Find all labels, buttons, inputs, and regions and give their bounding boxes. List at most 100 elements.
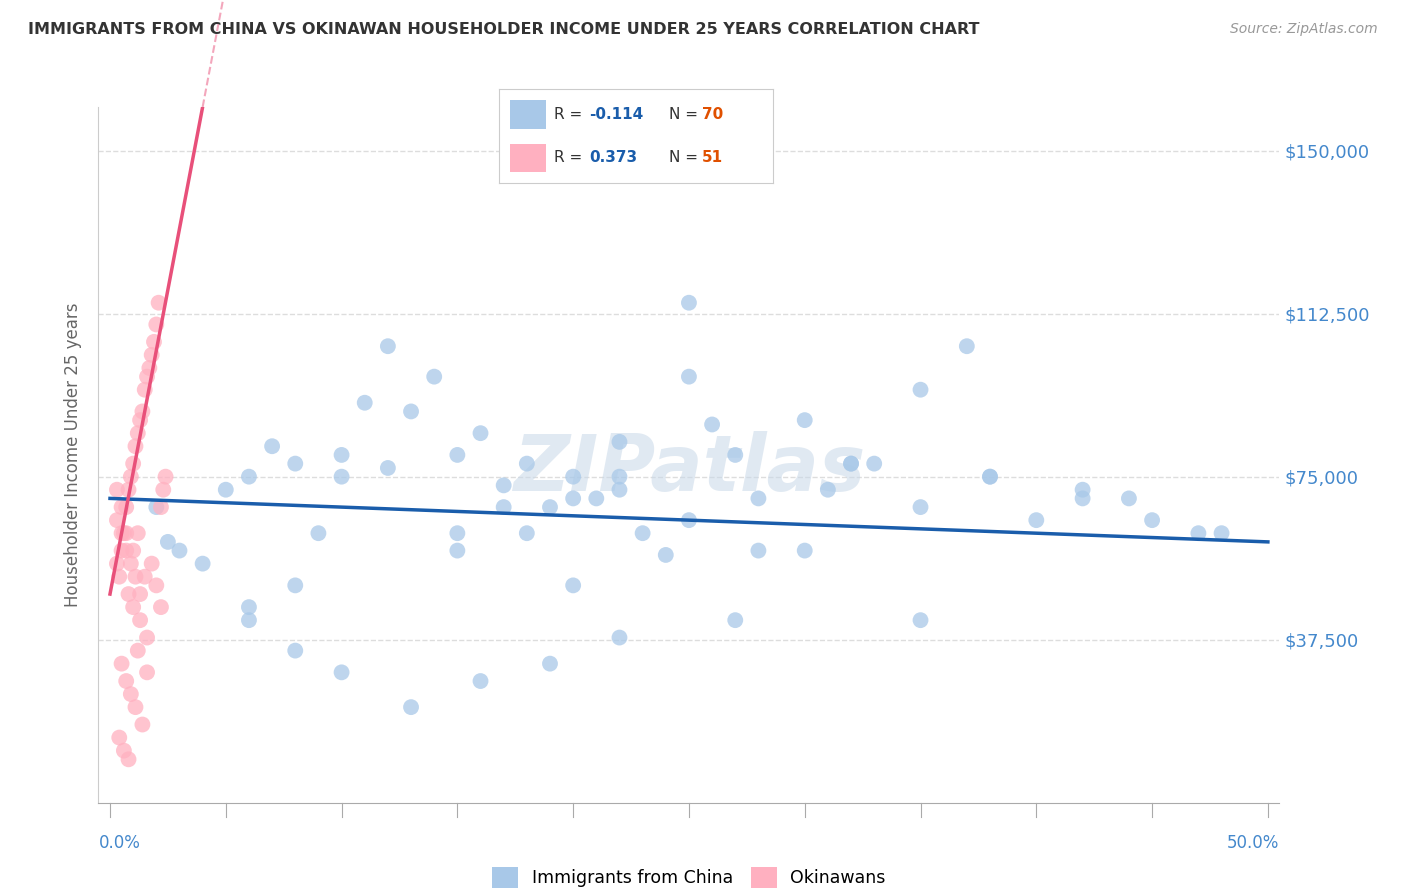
Point: [124, 700, 146, 714]
Point: [700, 417, 723, 432]
Point: [538, 657, 561, 671]
Point: [678, 369, 700, 384]
Point: [330, 469, 353, 483]
Point: [115, 674, 138, 689]
Point: [330, 448, 353, 462]
Text: 50.0%: 50.0%: [1227, 834, 1279, 852]
Point: [284, 457, 307, 471]
Point: [446, 448, 468, 462]
Point: [747, 543, 769, 558]
Text: R =: R =: [554, 107, 588, 122]
Point: [112, 526, 135, 541]
Point: [136, 665, 159, 680]
Point: [399, 404, 422, 418]
Point: [117, 587, 139, 601]
Point: [124, 570, 146, 584]
Point: [979, 469, 1001, 483]
Text: 51: 51: [702, 150, 723, 165]
Point: [148, 295, 170, 310]
Point: [127, 526, 149, 541]
Point: [399, 700, 422, 714]
Point: [127, 643, 149, 657]
Point: [120, 557, 142, 571]
Point: [724, 448, 747, 462]
Point: [120, 469, 142, 483]
Point: [470, 426, 492, 441]
Point: [110, 500, 132, 514]
Point: [141, 348, 163, 362]
Point: [470, 674, 492, 689]
Point: [115, 526, 138, 541]
Text: 0.373: 0.373: [589, 150, 638, 165]
Point: [129, 613, 152, 627]
Text: ZIPatlas: ZIPatlas: [513, 431, 865, 507]
Point: [117, 483, 139, 497]
Point: [307, 526, 329, 541]
Legend: Immigrants from China, Okinawans: Immigrants from China, Okinawans: [485, 860, 893, 892]
Point: [609, 469, 631, 483]
Point: [839, 457, 862, 471]
Point: [516, 457, 538, 471]
Point: [115, 543, 138, 558]
Point: [122, 543, 145, 558]
Point: [910, 500, 932, 514]
Point: [145, 578, 167, 592]
Point: [516, 526, 538, 541]
Point: [127, 426, 149, 441]
Text: N =: N =: [669, 107, 703, 122]
Point: [238, 600, 260, 615]
Point: [105, 513, 128, 527]
Point: [1118, 491, 1140, 506]
Point: [108, 731, 131, 745]
Point: [817, 483, 839, 497]
Point: [609, 631, 631, 645]
Point: [145, 318, 167, 332]
Point: [1187, 526, 1209, 541]
Point: [655, 548, 678, 562]
FancyBboxPatch shape: [510, 144, 546, 171]
Point: [631, 526, 654, 541]
Point: [238, 613, 260, 627]
Point: [330, 665, 353, 680]
Text: Source: ZipAtlas.com: Source: ZipAtlas.com: [1230, 22, 1378, 37]
Point: [747, 491, 769, 506]
Point: [124, 439, 146, 453]
Point: [562, 469, 585, 483]
Point: [110, 657, 132, 671]
Point: [134, 570, 156, 584]
Point: [793, 543, 815, 558]
Point: [129, 413, 152, 427]
Point: [191, 557, 214, 571]
Text: 70: 70: [702, 107, 723, 122]
Point: [1211, 526, 1233, 541]
Point: [609, 483, 631, 497]
Point: [678, 513, 700, 527]
Text: N =: N =: [669, 150, 703, 165]
Point: [956, 339, 979, 353]
Point: [117, 752, 139, 766]
Point: [215, 483, 238, 497]
Point: [110, 526, 132, 541]
Point: [377, 339, 399, 353]
Point: [131, 717, 153, 731]
Point: [1025, 513, 1047, 527]
Point: [112, 744, 135, 758]
Point: [609, 434, 631, 449]
Point: [492, 478, 515, 492]
Point: [1071, 491, 1094, 506]
Point: [138, 361, 160, 376]
Point: [145, 500, 167, 514]
Point: [105, 557, 128, 571]
Point: [979, 469, 1001, 483]
Point: [156, 535, 179, 549]
Point: [141, 557, 163, 571]
Point: [136, 631, 159, 645]
Point: [108, 570, 131, 584]
Point: [724, 613, 747, 627]
Point: [169, 543, 191, 558]
Text: IMMIGRANTS FROM CHINA VS OKINAWAN HOUSEHOLDER INCOME UNDER 25 YEARS CORRELATION : IMMIGRANTS FROM CHINA VS OKINAWAN HOUSEH…: [28, 22, 980, 37]
Point: [423, 369, 446, 384]
FancyBboxPatch shape: [510, 101, 546, 128]
Point: [136, 369, 159, 384]
Text: R =: R =: [554, 150, 588, 165]
